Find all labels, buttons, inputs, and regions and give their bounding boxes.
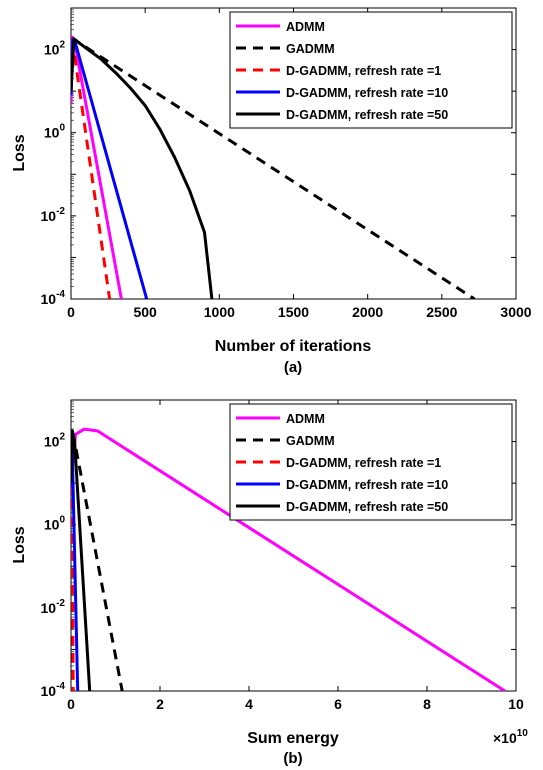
legend-label-2: GADMM — [286, 42, 335, 56]
legend-label-4: D-GADMM, refresh rate =10 — [286, 86, 448, 100]
y-tick-label: 10-4 — [41, 681, 66, 699]
legend-label-5: D-GADMM, refresh rate =50 — [286, 108, 448, 122]
legend-label-2: GADMM — [286, 434, 335, 448]
x-tick-label: 10 — [508, 696, 524, 712]
legend-label-5: D-GADMM, refresh rate =50 — [286, 500, 448, 514]
legend-a: ADMM GADMM D-GADMM, refresh rate =1 D-GADMM… — [229, 11, 513, 129]
y-ticks-a: 10-4 10-2 100 102 — [41, 40, 66, 307]
caption-b: (b) — [283, 750, 302, 767]
y-tick-label: 102 — [44, 40, 66, 58]
x-tick-label: 3000 — [500, 304, 531, 320]
y-tick-label: 100 — [44, 123, 66, 141]
x-ticks-a: 0 500 1000 1500 2000 2500 3000 — [67, 304, 532, 320]
y-ticks-b: 10-4 10-2 100 102 — [41, 432, 66, 699]
x-tick-label: 1000 — [204, 304, 235, 320]
x-tick-label: 1500 — [278, 304, 309, 320]
x-axis-label-b: Sum energy — [247, 730, 339, 747]
x-tick-label: 0 — [67, 304, 75, 320]
y-tick-label: 10-2 — [41, 598, 66, 616]
panel-b: 10-4 10-2 100 102 0 2 4 6 8 10 Sum energy Loss (… — [11, 399, 528, 767]
x-tick-label: 6 — [334, 696, 342, 712]
legend-b: ADMM GADMM D-GADMM, refresh rate =1 D-GADMM… — [229, 403, 513, 521]
x-tick-label: 8 — [423, 696, 431, 712]
x-tick-label: 2000 — [352, 304, 383, 320]
legend-label-1: ADMM — [286, 20, 325, 34]
legend-label-1: ADMM — [286, 412, 325, 426]
x-tick-label: 2 — [156, 696, 164, 712]
y-axis-label-a: Loss — [11, 134, 28, 171]
x-ticks-b: 0 2 4 6 8 10 — [67, 696, 524, 712]
legend-label-3: D-GADMM, refresh rate =1 — [286, 456, 441, 470]
x-multiplier-b: ×1010 — [493, 728, 528, 746]
x-axis-label-a: Number of iterations — [215, 338, 372, 355]
y-axis-label-b: Loss — [11, 526, 28, 563]
legend-label-3: D-GADMM, refresh rate =1 — [286, 64, 441, 78]
caption-a: (a) — [284, 359, 302, 376]
x-tick-label: 4 — [245, 696, 253, 712]
x-tick-label: 2500 — [426, 304, 457, 320]
series-line-5 — [71, 37, 214, 299]
x-tick-label: 0 — [67, 696, 75, 712]
y-tick-label: 10-4 — [41, 289, 66, 307]
y-tick-label: 102 — [44, 432, 66, 450]
y-tick-label: 10-2 — [41, 206, 66, 224]
y-tick-label: 100 — [44, 515, 66, 533]
x-tick-label: 500 — [133, 304, 157, 320]
legend-label-4: D-GADMM, refresh rate =10 — [286, 478, 448, 492]
series-group-a — [71, 35, 476, 299]
series-line-5 — [71, 429, 92, 691]
